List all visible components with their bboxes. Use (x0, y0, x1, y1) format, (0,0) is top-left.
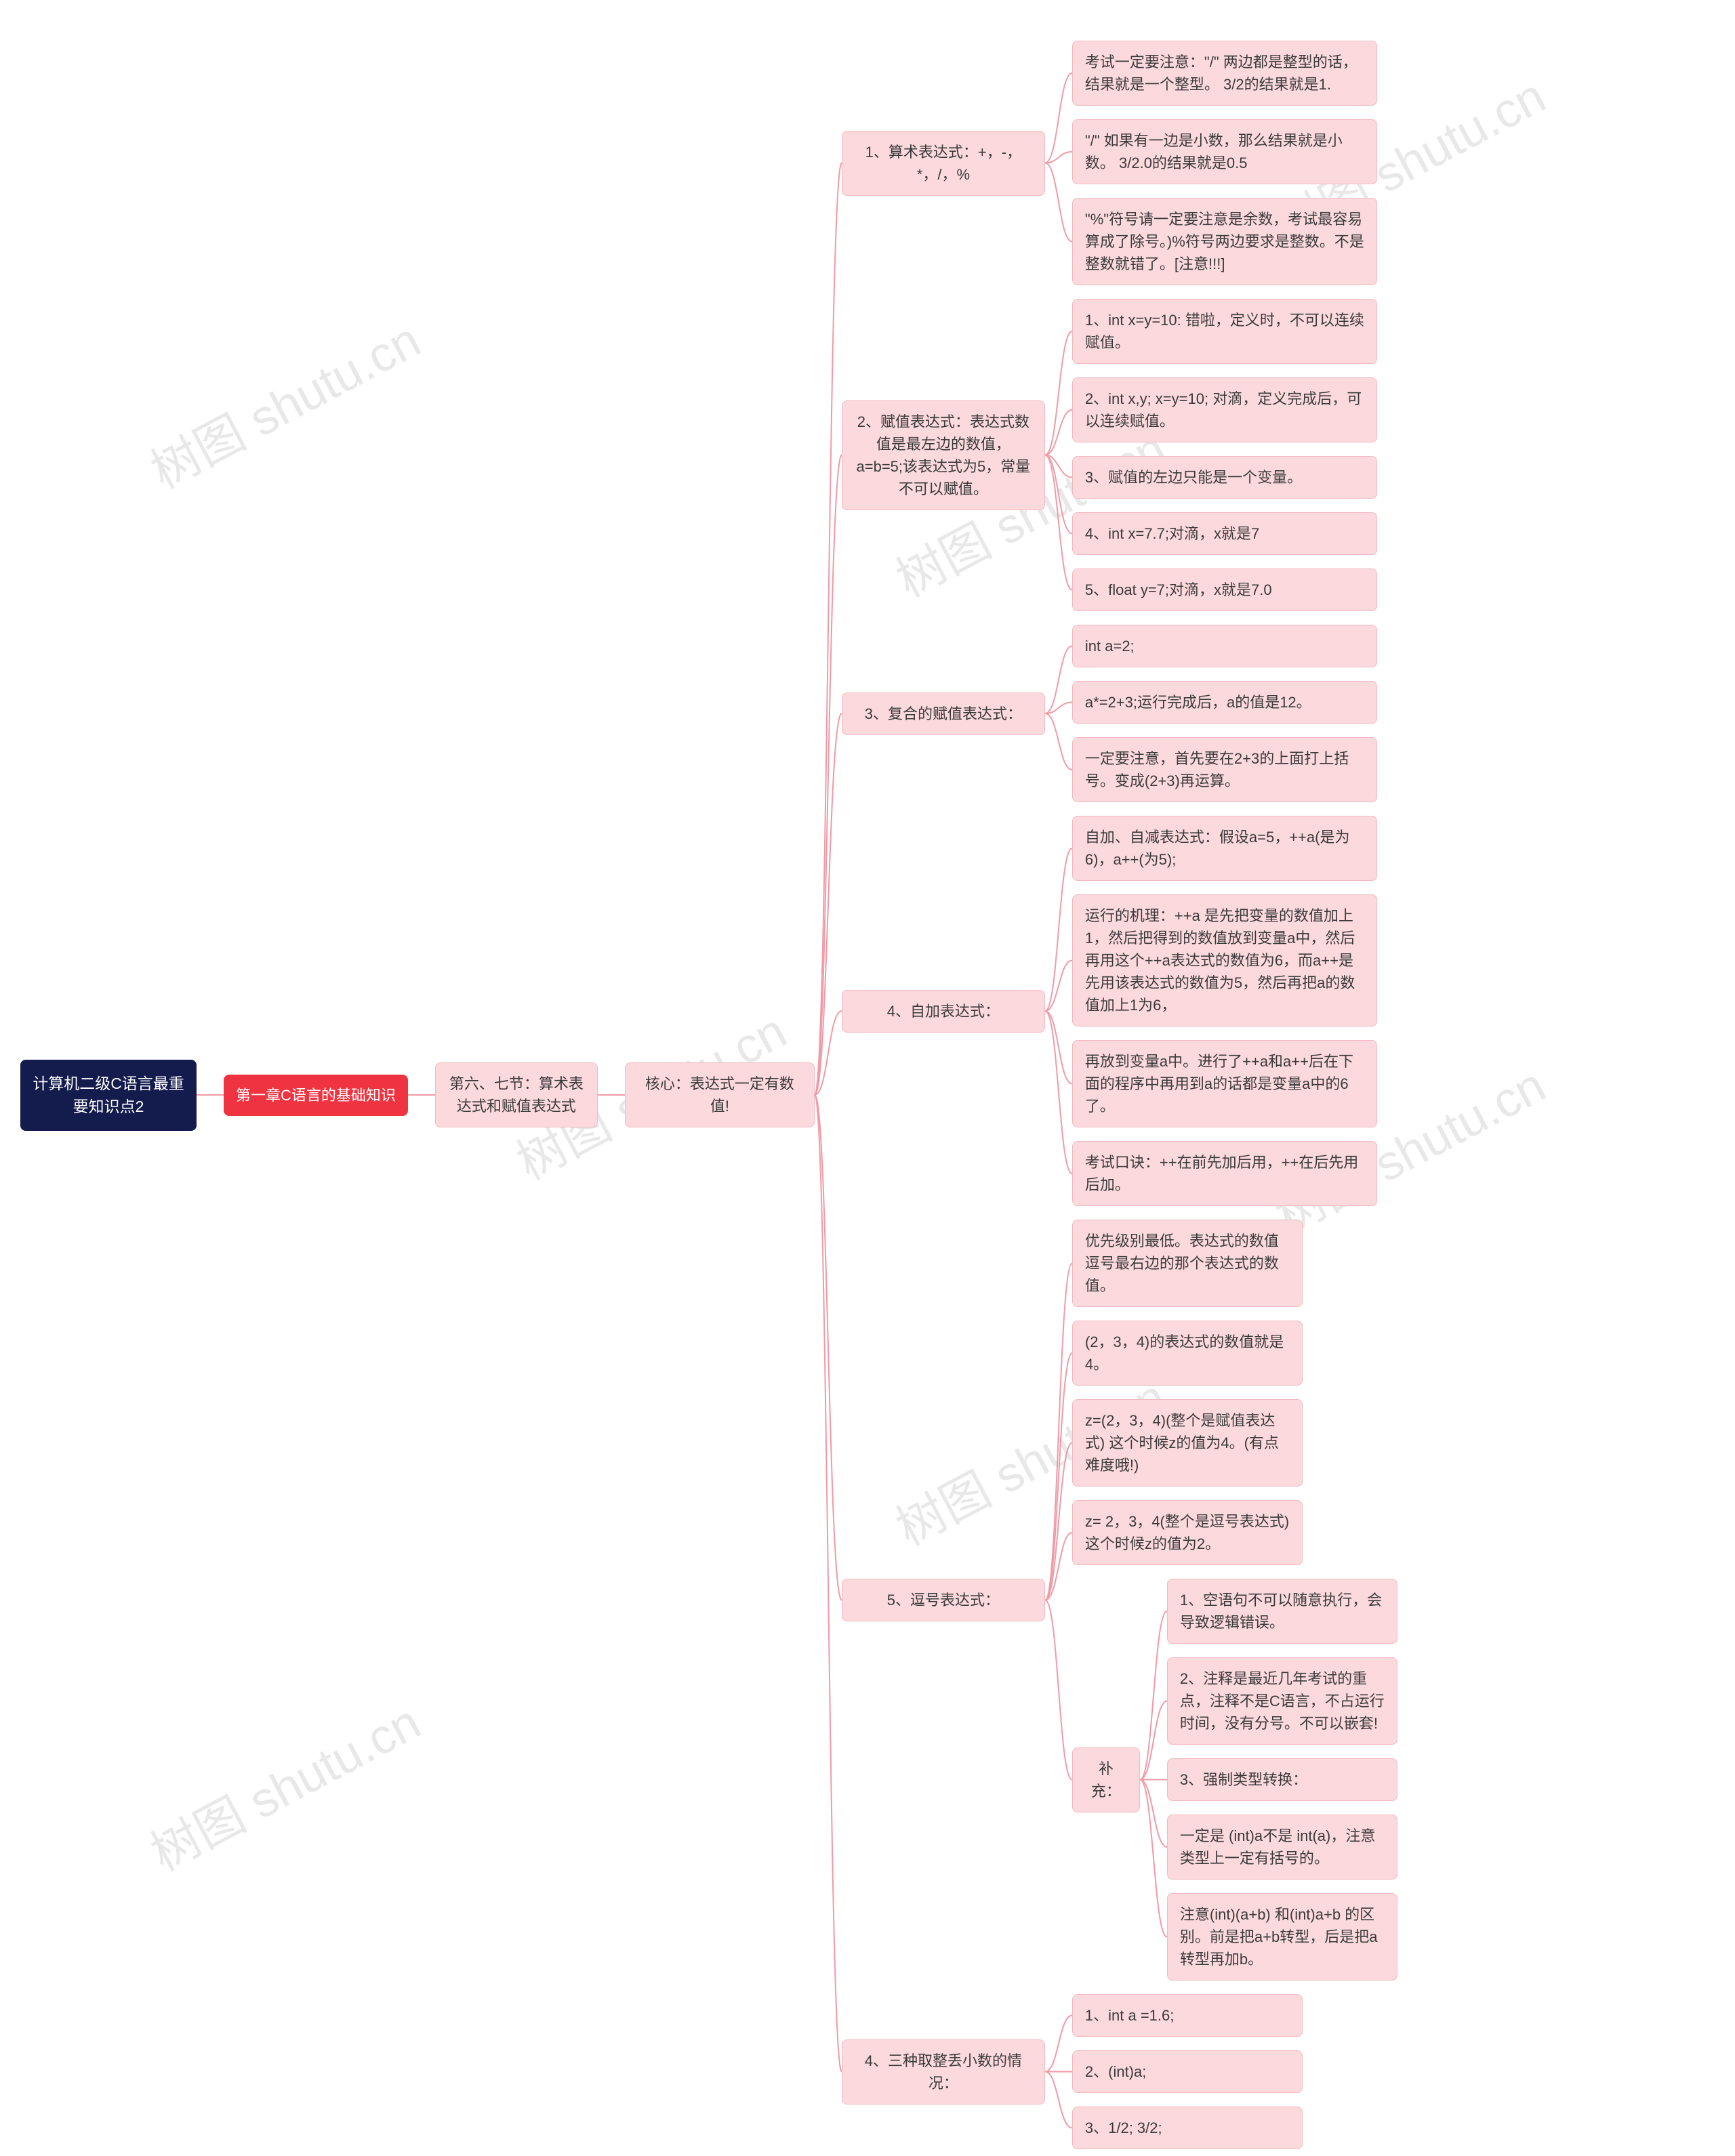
leaf-node: 考试口诀：++在前先加后用，++在后先用后加。 (1072, 1141, 1377, 1206)
leaf-node: "%"符号请一定要注意是余数，考试最容易算成了除号。)%符号两边要求是整数。不是… (1072, 198, 1377, 285)
leaf-node: 注意(int)(a+b) 和(int)a+b 的区别。前是把a+b转型，后是把a… (1167, 1893, 1397, 1981)
supplement-label: 补充： (1072, 1747, 1140, 1812)
leaf-node: 1、int a =1.6; (1072, 1994, 1303, 2037)
leaf-node: z= 2，3，4(整个是逗号表达式)这个时候z的值为2。 (1072, 1500, 1303, 1565)
branches-column: 1、算术表达式：+，-，*，/，% 考试一定要注意："/" 两边都是整型的话，结果… (842, 34, 1397, 2156)
leaf-node: 1、int x=y=10: 错啦，定义时，不可以连续赋值。 (1072, 299, 1377, 364)
leaf-node: 再放到变量a中。进行了++a和a++后在下面的程序中再用到a的话都是变量a中的6… (1072, 1040, 1377, 1127)
branch-row: 1、算术表达式：+，-，*，/，% 考试一定要注意："/" 两边都是整型的话，结果… (842, 34, 1397, 292)
branch-children: 优先级别最低。表达式的数值逗号最右边的那个表达式的数值。 (2，3，4)的表达式的… (1072, 1213, 1397, 1987)
leaf-node: 2、int x,y; x=y=10; 对滴，定义完成后，可以连续赋值。 (1072, 377, 1377, 442)
connector (1045, 1987, 1072, 2156)
supplement-children: 1、空语句不可以随意执行，会导致逻辑错误。 2、注释是最近几年考试的重点，注释不是… (1167, 1572, 1397, 1987)
section-node: 第六、七节：算术表达式和赋值表达式 (435, 1062, 598, 1127)
branch-row: 4、三种取整丢小数的情况： 1、int a =1.6; 2、(int)a; 3、1/2… (842, 1987, 1397, 2156)
mindmap-root-row: 计算机二级C语言最重要知识点2 第一章C语言的基础知识 第六、七节：算术表达式和… (20, 34, 1397, 2156)
branch-children: 1、int a =1.6; 2、(int)a; 3、1/2; 3/2; (1072, 1987, 1303, 2156)
leaf-node: 4、int x=7.7;对滴，x就是7 (1072, 512, 1377, 555)
branch-row: 3、复合的赋值表达式： int a=2; a*=2+3;运行完成后，a的值是12。一… (842, 618, 1397, 809)
leaf-node: 3、赋值的左边只能是一个变量。 (1072, 456, 1377, 499)
leaf-node: 5、float y=7;对滴，x就是7.0 (1072, 568, 1377, 611)
branch-label: 4、自加表达式： (842, 990, 1045, 1033)
branch-children: 1、int x=y=10: 错啦，定义时，不可以连续赋值。 2、int x,y; … (1072, 292, 1377, 618)
branch-label: 5、逗号表达式： (842, 1579, 1045, 1621)
connector (1140, 1572, 1167, 1987)
connector (1045, 618, 1072, 809)
branch-label: 2、赋值表达式：表达式数值是最左边的数值，a=b=5;该表达式为5，常量不可以赋… (842, 400, 1045, 510)
branch-children: 自加、自减表达式：假设a=5，++a(是为6)，a++(为5); 运行的机理：++… (1072, 809, 1377, 1213)
leaf-node: 一定是 (int)a不是 int(a)，注意类型上一定有括号的。 (1167, 1815, 1397, 1880)
connector (1045, 809, 1072, 1213)
leaf-node: a*=2+3;运行完成后，a的值是12。 (1072, 681, 1377, 724)
branch-row: 5、逗号表达式： 优先级别最低。表达式的数值逗号最右边的那个表达式的数值。 (2，3… (842, 1213, 1397, 1987)
connector (197, 34, 224, 2156)
connector (1045, 1213, 1072, 1987)
leaf-node: 2、注释是最近几年考试的重点，注释不是C语言，不占运行时间，没有分号。不可以嵌套… (1167, 1657, 1397, 1745)
leaf-node: 3、1/2; 3/2; (1072, 2107, 1303, 2149)
connector (1045, 292, 1072, 618)
branch-label: 3、复合的赋值表达式： (842, 692, 1045, 735)
connector (1045, 34, 1072, 292)
leaf-node: "/" 如果有一边是小数，那么结果就是小数。 3/2.0的结果就是0.5 (1072, 119, 1377, 184)
leaf-node: 2、(int)a; (1072, 2050, 1303, 2093)
leaf-node: int a=2; (1072, 625, 1377, 667)
leaf-node: 优先级别最低。表达式的数值逗号最右边的那个表达式的数值。 (1072, 1220, 1303, 1307)
root-node: 计算机二级C语言最重要知识点2 (20, 1060, 197, 1131)
branch-children: 考试一定要注意："/" 两边都是整型的话，结果就是一个整型。 3/2的结果就是1… (1072, 34, 1377, 292)
leaf-node: 考试一定要注意："/" 两边都是整型的话，结果就是一个整型。 3/2的结果就是1… (1072, 41, 1377, 106)
leaf-node: 1、空语句不可以随意执行，会导致逻辑错误。 (1167, 1579, 1397, 1644)
connector (598, 34, 625, 2156)
leaf-node: 一定要注意，首先要在2+3的上面打上括号。变成(2+3)再运算。 (1072, 737, 1377, 802)
connector (815, 34, 842, 2156)
leaf-node: 3、强制类型转换： (1167, 1758, 1397, 1801)
leaf-node: (2，3，4)的表达式的数值就是4。 (1072, 1321, 1303, 1386)
branch-children: int a=2; a*=2+3;运行完成后，a的值是12。一定要注意，首先要在2+… (1072, 618, 1377, 809)
leaf-node: 自加、自减表达式：假设a=5，++a(是为6)，a++(为5); (1072, 816, 1377, 881)
leaf-node: z=(2，3，4)(整个是赋值表达式) 这个时候z的值为4。(有点难度哦!) (1072, 1399, 1303, 1487)
branch-row: 4、自加表达式： 自加、自减表达式：假设a=5，++a(是为6)，a++(为5);… (842, 809, 1397, 1213)
chapter-node: 第一章C语言的基础知识 (224, 1075, 408, 1116)
core-node: 核心：表达式一定有数值! (625, 1062, 815, 1127)
branch-row: 2、赋值表达式：表达式数值是最左边的数值，a=b=5;该表达式为5，常量不可以赋… (842, 292, 1397, 618)
branch-label: 4、三种取整丢小数的情况： (842, 2039, 1045, 2105)
branch-label: 1、算术表达式：+，-，*，/，% (842, 131, 1045, 196)
connector (408, 34, 435, 2156)
supplement-row: 补充： 1、空语句不可以随意执行，会导致逻辑错误。 2、注释是最近几年考试的重点，注… (1072, 1572, 1397, 1987)
leaf-node: 运行的机理：++a 是先把变量的数值加上1，然后把得到的数值放到变量a中，然后再… (1072, 894, 1377, 1027)
